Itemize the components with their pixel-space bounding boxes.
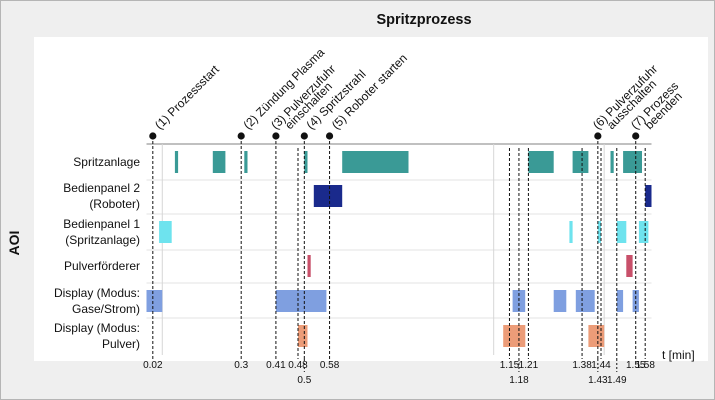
- event-dot-2: [272, 132, 280, 140]
- category-label-4-0: Display (Modus:: [54, 286, 140, 300]
- bar-row0-2: [244, 151, 248, 173]
- chart-title: Spritzprozess: [376, 12, 471, 28]
- bar-row0-0: [174, 151, 179, 173]
- bar-row4-1: [275, 290, 327, 312]
- bar-row0-8: [623, 151, 642, 173]
- bar-row4-3: [553, 290, 567, 312]
- bar-row0-5: [528, 151, 554, 173]
- bar-row3-0: [307, 255, 311, 277]
- tick-label-12: 1.49: [607, 375, 627, 386]
- tick-label-7: 1.18: [509, 375, 529, 386]
- bar-row4-4: [575, 290, 595, 312]
- bar-row0-4: [342, 151, 409, 173]
- bar-row4-0: [146, 290, 163, 312]
- bar-row2-0: [159, 221, 172, 243]
- bar-row2-3: [616, 221, 627, 243]
- bar-row0-1: [212, 151, 226, 173]
- tick-label-4: 0.5: [297, 375, 311, 386]
- category-label-0-0: Spritzanlage: [73, 155, 140, 169]
- bar-row2-2: [597, 221, 601, 243]
- bar-row0-7: [610, 151, 614, 173]
- category-label-1-1: (Roboter): [89, 197, 140, 211]
- bar-row5-2: [588, 325, 605, 347]
- bar-row2-4: [638, 221, 649, 243]
- tick-label-5: 0.58: [320, 360, 340, 371]
- tick-label-9: 1.38: [572, 360, 592, 371]
- y-axis-label: AOI: [6, 231, 22, 256]
- category-label-5-1: Pulver): [102, 337, 140, 351]
- tick-label-14: 1.58: [635, 360, 655, 371]
- bar-row5-0: [298, 325, 308, 347]
- chart-panel: [34, 37, 708, 361]
- bar-row3-1: [626, 255, 633, 277]
- tick-label-11: 1.44: [591, 360, 611, 371]
- x-axis-label: t [min]: [662, 348, 695, 362]
- bar-row4-5: [616, 290, 624, 312]
- tick-label-8: 1.21: [519, 360, 539, 371]
- bar-row1-1: [645, 185, 652, 207]
- category-label-2-1: (Spritzanlage): [65, 233, 140, 247]
- bar-row0-6: [572, 151, 589, 173]
- tick-label-6: 1.15: [500, 360, 520, 371]
- event-dot-5: [594, 132, 602, 140]
- tick-label-1: 0.3: [234, 360, 248, 371]
- bar-row0-3: [304, 151, 308, 173]
- tick-label-3: 0.48: [288, 360, 308, 371]
- bar-row5-1: [503, 325, 526, 347]
- category-label-5-0: Display (Modus:: [54, 321, 140, 335]
- event-dot-0: [149, 132, 157, 140]
- tick-label-10: 1.43: [588, 375, 608, 386]
- tick-label-0: 0.02: [143, 360, 163, 371]
- event-dot-4: [325, 132, 334, 140]
- event-dot-3: [300, 132, 308, 140]
- category-label-4-1: Gase/Strom): [72, 302, 140, 316]
- category-label-3-0: Pulverförderer: [64, 259, 140, 273]
- event-dot-6: [632, 132, 640, 140]
- category-label-2-0: Bedienpanel 1: [63, 217, 140, 231]
- bar-row2-1: [569, 221, 573, 243]
- tick-label-13: 1.55: [626, 360, 646, 371]
- event-dot-1: [237, 132, 245, 140]
- category-label-1-0: Bedienpanel 2: [63, 181, 140, 195]
- bar-row1-0: [313, 185, 343, 207]
- tick-label-2: 0.41: [266, 360, 286, 371]
